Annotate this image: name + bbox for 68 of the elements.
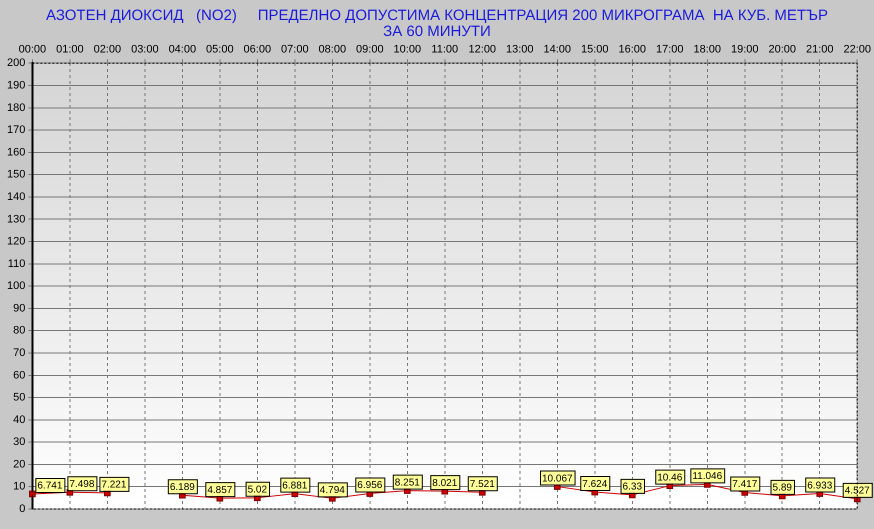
data-label: 7.221 [101,480,127,491]
data-label: 6.881 [282,480,308,492]
data-label: 7.624 [582,478,608,490]
x-tick-label: 02:00 [94,44,122,56]
y-tick-label: 90 [13,302,26,314]
y-tick-label: 120 [6,236,26,248]
x-tick-label: 04:00 [168,44,196,56]
y-tick-label: 170 [6,124,26,136]
data-label: 4.527 [844,486,870,497]
data-label: 5.89 [772,482,792,494]
data-label: 11.046 [692,471,723,482]
y-tick-label: 40 [13,414,26,426]
data-label: 8.021 [432,478,458,489]
data-label: 7.417 [732,479,758,490]
y-tick-label: 190 [6,80,26,92]
data-label: 10.46 [657,472,683,484]
y-tick-label: 140 [6,190,26,203]
y-tick-label: 70 [13,347,26,359]
data-label: 4.857 [207,484,233,496]
data-label: 6.933 [807,480,833,492]
data-label: 10.067 [542,473,574,484]
x-tick-label: 00:00 [18,44,46,56]
y-tick-label: 200 [6,57,26,70]
y-tick-label: 180 [6,102,26,114]
data-label: 7.498 [69,479,95,490]
y-tick-label: 20 [13,458,26,470]
y-tick-label: 0 [19,503,26,516]
y-tick-label: 30 [13,436,26,448]
x-tick-label: 09:00 [356,44,384,56]
data-label: 6.741 [37,480,63,492]
y-tick-label: 160 [6,146,26,158]
x-tick-label: 21:00 [806,44,834,56]
x-tick-label: 07:00 [281,44,309,56]
data-label: 6.956 [357,480,383,492]
x-tick-label: 14:00 [544,44,572,56]
x-tick-label: 15:00 [581,44,609,56]
point [29,490,36,498]
x-tick-label: 16:00 [618,44,646,56]
x-tick-label: 03:00 [131,44,159,56]
x-tick-label: 06:00 [244,44,272,56]
y-tick-label: 10 [13,480,26,493]
x-tick-label: 10:00 [394,44,422,56]
y-tick-label: 80 [13,324,26,337]
data-label: 5.02 [248,484,268,496]
data-label: 4.794 [320,485,346,496]
y-tick-label: 150 [6,168,26,181]
x-tick-label: 18:00 [693,44,722,56]
data-label: 6.189 [170,482,196,493]
x-tick-label: 01:00 [56,44,84,56]
data-label: 8.251 [394,477,420,488]
data-label: 6.33 [622,482,642,493]
x-tick-label: 11:00 [431,44,458,56]
x-tick-label: 20:00 [768,44,796,56]
data-label: 7.521 [470,478,496,490]
y-tick-label: 100 [6,280,26,292]
x-tick-label: 08:00 [318,44,346,56]
y-tick-label: 60 [13,369,26,382]
x-tick-label: 22:00 [843,44,871,56]
y-tick-label: 130 [6,213,26,226]
x-tick-label: 17:00 [656,44,684,56]
x-tick-label: 19:00 [730,44,759,56]
x-tick-label: 13:00 [506,44,534,56]
x-tick-label: 05:00 [206,44,234,56]
chart-subtitle: ЗА 60 МИНУТИ [382,23,492,40]
chart-title: АЗОТЕН ДИОКСИД (NO2) ПРЕДЕЛНО ДОПУСТИМА КОНЦЕНТРАЦИЯ 200 МИКРОГРАМА НА КУБ. МЕТЪР [45,7,829,24]
y-tick-label: 110 [8,258,26,270]
y-tick-label: 50 [13,392,26,404]
x-tick-label: 12:00 [468,44,496,56]
